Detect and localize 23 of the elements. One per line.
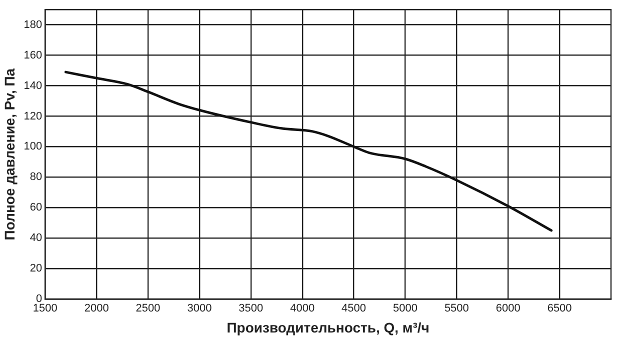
y-axis-title: Полное давление, Pv, Па <box>1 68 18 240</box>
x-tick-label: 5500 <box>444 302 469 315</box>
x-tick-label: 4000 <box>290 302 315 315</box>
y-tick-label: 60 <box>30 202 42 214</box>
y-tick-label: 40 <box>30 232 42 244</box>
y-tick-label: 160 <box>24 49 42 62</box>
y-tick-label: 180 <box>24 18 42 31</box>
x-tick-label: 4500 <box>342 302 366 315</box>
y-tick-label: 80 <box>30 171 42 184</box>
x-tick-label: 1500 <box>32 302 58 315</box>
x-tick-label: 3000 <box>187 302 212 315</box>
x-tick-label: 3500 <box>238 302 264 315</box>
x-tick-label: 5000 <box>392 302 418 315</box>
y-tick-label: 100 <box>24 140 42 153</box>
x-axis-title: Производительность, Q, м³/ч <box>226 319 430 336</box>
x-tick-label: 2000 <box>84 302 109 315</box>
y-tick-label: 20 <box>30 262 42 275</box>
y-tick-label: 140 <box>24 80 42 92</box>
x-tick-label: 2500 <box>136 302 160 315</box>
line-series <box>64 70 553 232</box>
y-tick-label: 120 <box>24 110 42 122</box>
x-tick-label: 6000 <box>496 302 520 315</box>
x-tick-label: 6500 <box>547 302 572 315</box>
